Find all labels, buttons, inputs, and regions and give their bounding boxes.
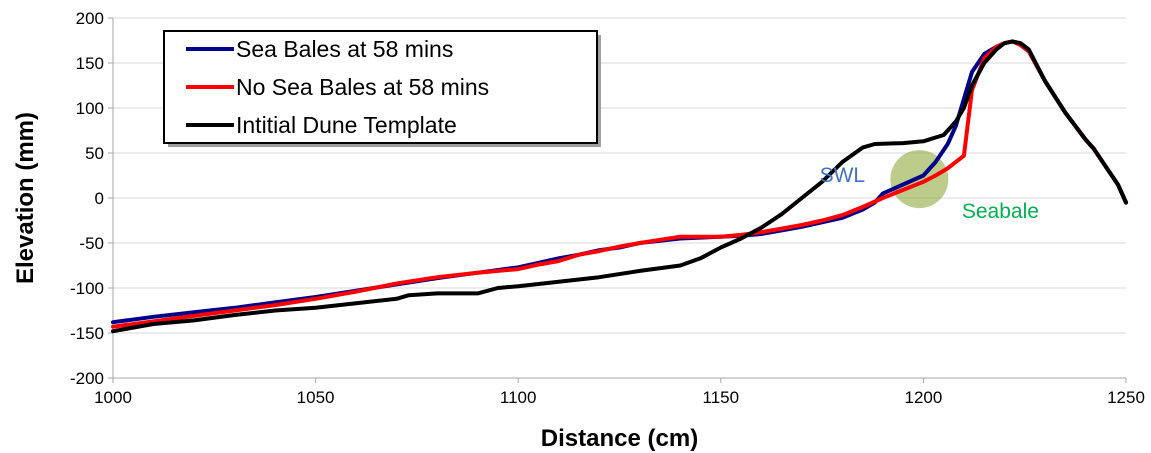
- y-tick-label: -50: [79, 234, 104, 253]
- y-tick-label: 150: [76, 54, 104, 73]
- x-tick-label: 1200: [904, 388, 942, 407]
- series-lines: [111, 39, 1128, 334]
- x-tick-label: 1150: [703, 388, 740, 407]
- annotation-swl: SWL: [820, 164, 866, 187]
- annotations: SWL Seabale: [820, 164, 1039, 223]
- annotation-seabale: Seabale: [962, 200, 1039, 223]
- legend-label-3: Intitial Dune Template: [236, 112, 457, 138]
- x-tick-label: 1100: [500, 388, 537, 407]
- legend-label-2: No Sea Bales at 58 mins: [236, 74, 489, 100]
- tick-labels: -200 -150 -100 -50 0 50 100 150 200 1000 1050 1100 1…: [70, 9, 1145, 407]
- x-axis-title: Distance (cm): [541, 425, 698, 452]
- y-tick-label: 200: [76, 9, 104, 28]
- x-tick-label: 1000: [94, 388, 132, 407]
- legend-items: Sea Bales at 58 mins No Sea Bales at 58 m…: [186, 36, 489, 138]
- y-tick-label: -200: [70, 369, 104, 388]
- legend: Sea Bales at 58 mins No Sea Bales at 58 m…: [163, 30, 601, 147]
- legend-label-1: Sea Bales at 58 mins: [236, 36, 453, 62]
- y-tick-label: -100: [70, 279, 104, 298]
- y-tick-label: 50: [85, 144, 104, 163]
- y-tick-label: -150: [70, 324, 104, 343]
- y-axis-title: Elevation (mm): [12, 112, 39, 284]
- x-tick-label: 1050: [297, 388, 335, 407]
- x-tick-label: 1250: [1107, 388, 1145, 407]
- y-tick-label: 0: [95, 189, 104, 208]
- axes: [108, 17, 1127, 383]
- legend-box: [163, 30, 598, 144]
- series-line-3: [111, 39, 1128, 334]
- y-tick-label: 100: [76, 99, 104, 118]
